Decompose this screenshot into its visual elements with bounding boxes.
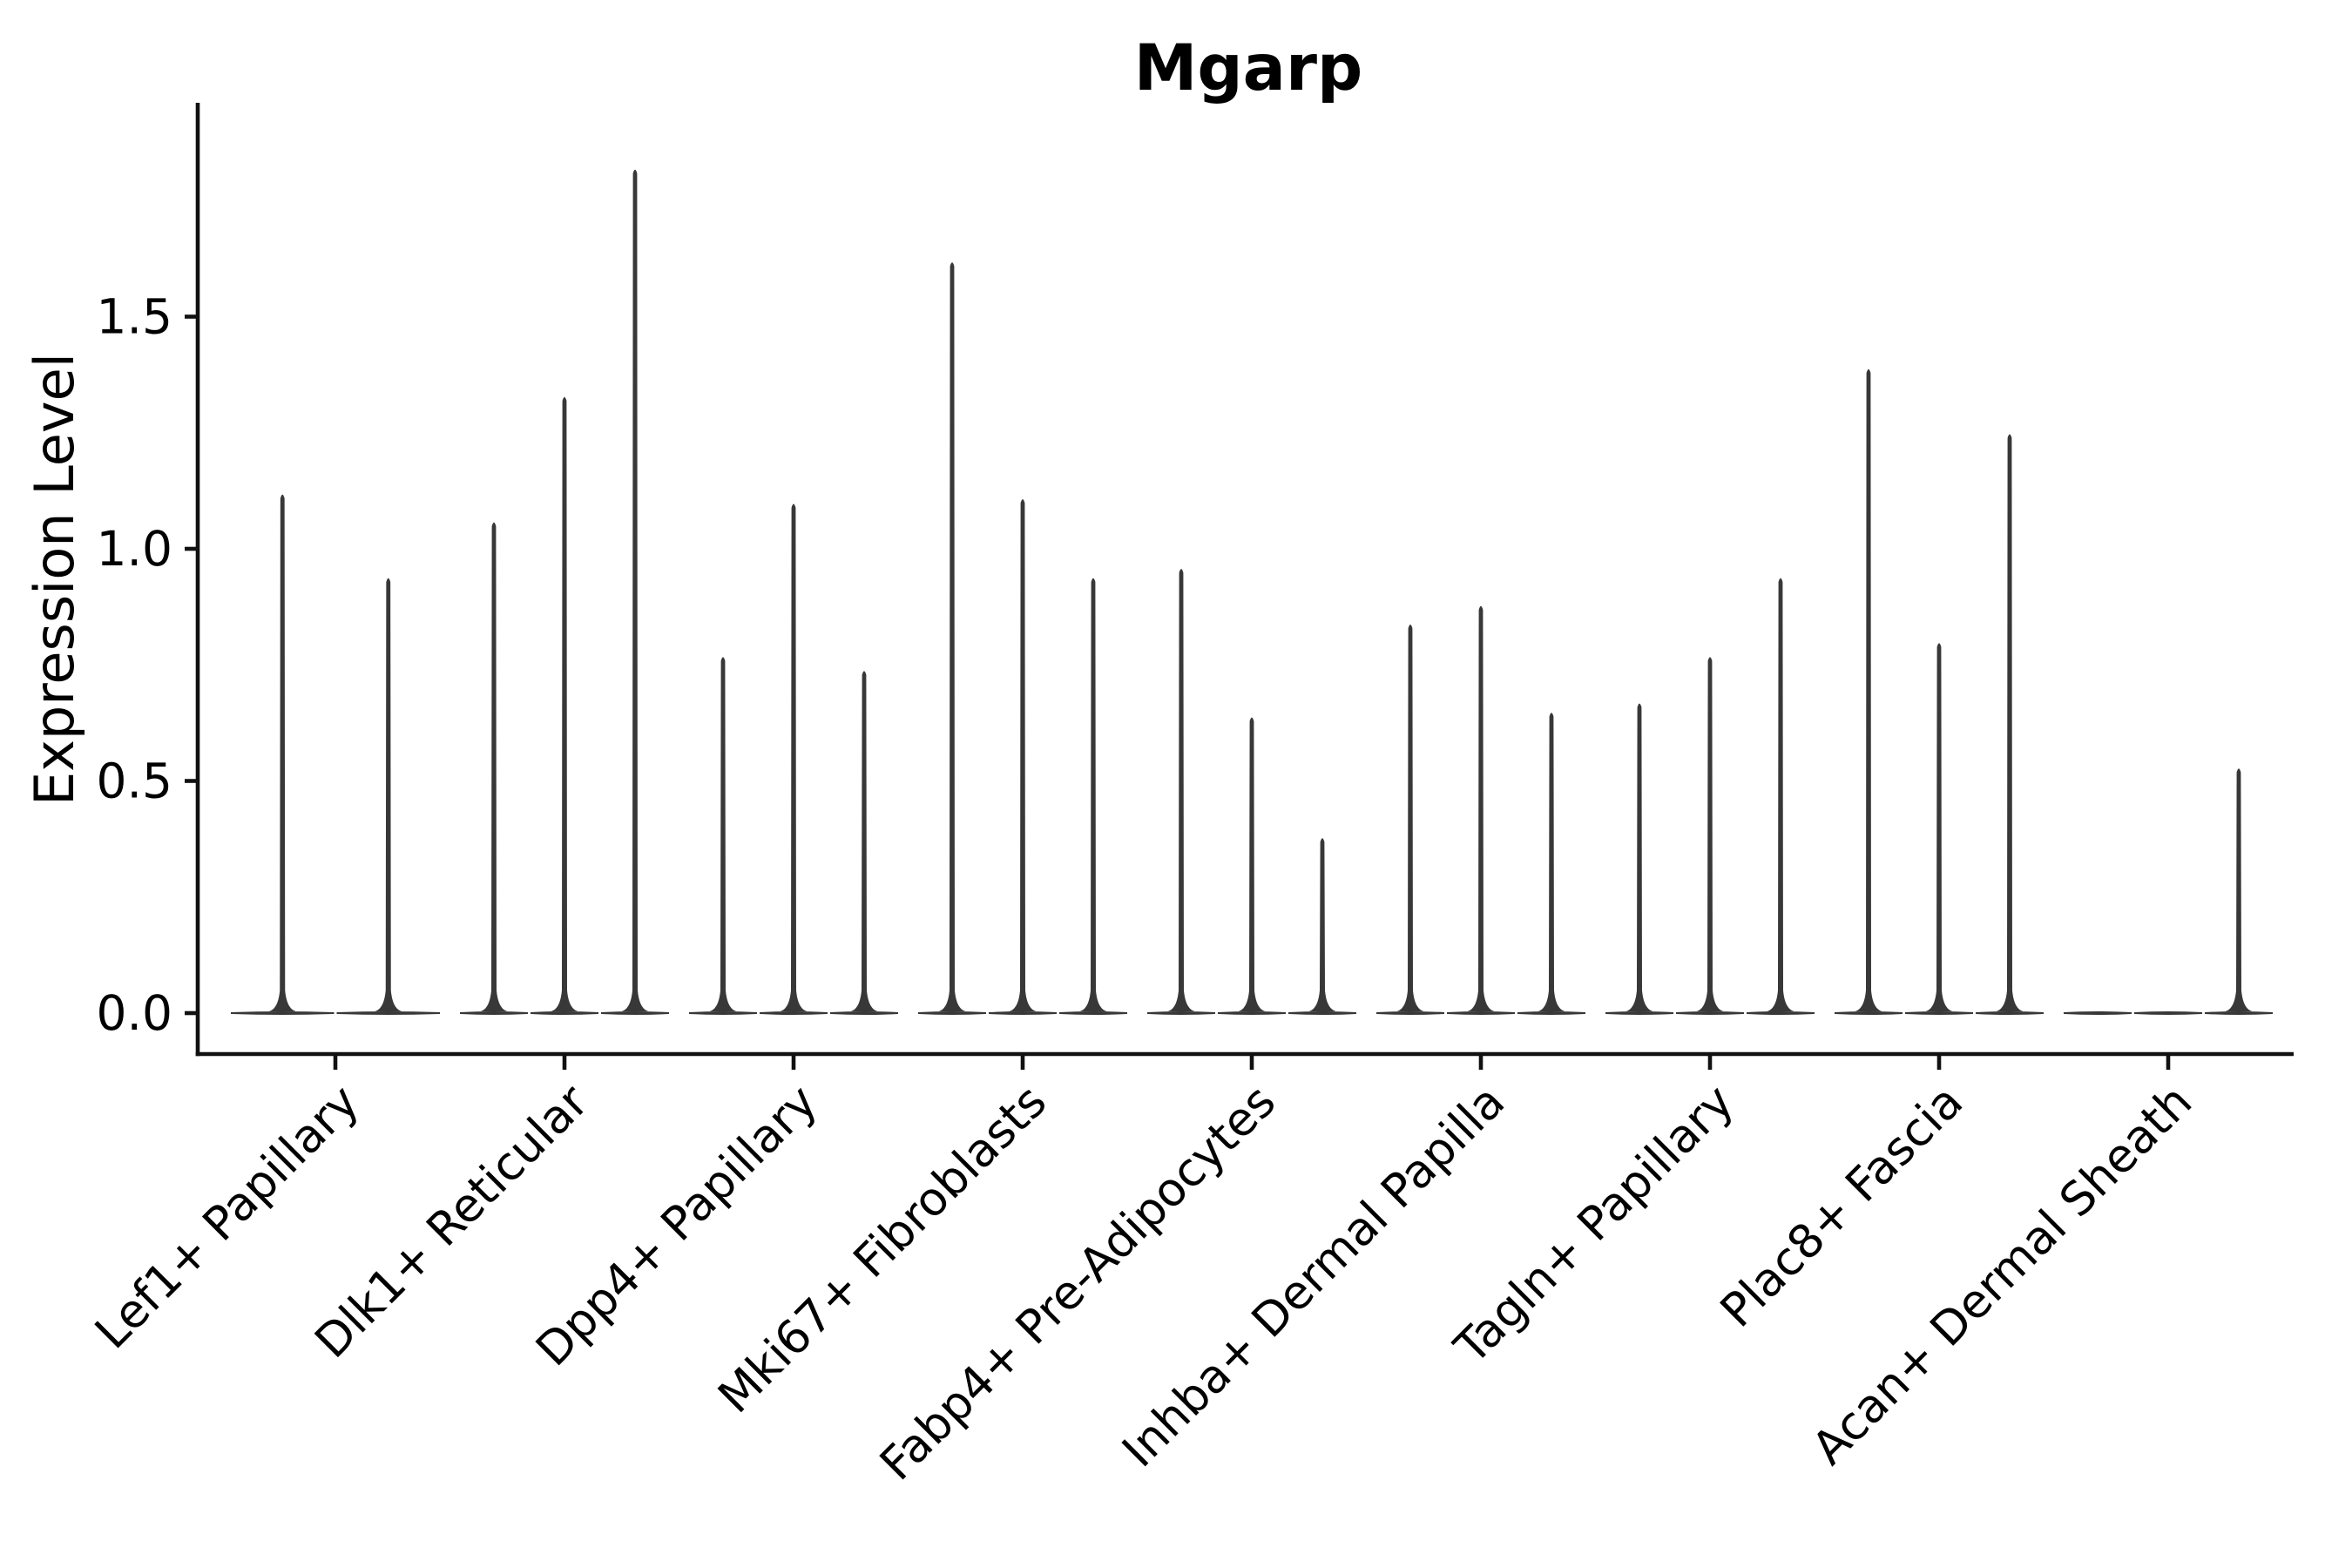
violin-base xyxy=(231,1010,335,1016)
violin-base xyxy=(460,1010,528,1016)
violin-base xyxy=(1447,1010,1515,1016)
violin-spike xyxy=(938,262,966,1011)
violin-base xyxy=(1376,1010,1444,1016)
violin-base xyxy=(1147,1010,1215,1016)
violin-spike xyxy=(1308,838,1336,1011)
violin-base xyxy=(2205,1010,2273,1016)
violin-spike xyxy=(850,671,878,1011)
violin-spike xyxy=(551,396,578,1011)
violin-spike xyxy=(480,522,508,1011)
plot-title: Mgarp xyxy=(1134,31,1362,105)
violin-spike xyxy=(621,169,649,1011)
x-tick-label: Inhba+ Dermal Papilla xyxy=(1112,1075,1515,1477)
violin-spike xyxy=(1396,625,1424,1011)
violin-base xyxy=(2064,1010,2132,1016)
x-tick-label: Plac8+ Fascia xyxy=(1711,1075,1973,1337)
violin-base xyxy=(1605,1010,1673,1016)
violin-spike xyxy=(1767,578,1794,1011)
violin-base xyxy=(2134,1010,2202,1016)
violin-base xyxy=(918,1010,986,1016)
x-tick-label: Fabp4+ Pre-Adipocytes xyxy=(870,1075,1286,1490)
violin-spike xyxy=(1625,703,1653,1011)
violin-spike xyxy=(1925,643,1953,1011)
violin-spike xyxy=(1009,499,1037,1011)
violin-base xyxy=(601,1010,669,1016)
violin-base xyxy=(1905,1010,1973,1016)
violin-base xyxy=(1218,1010,1286,1016)
violin-spike xyxy=(1467,605,1495,1011)
violin-spike xyxy=(1538,713,1565,1011)
y-tick-label: 1.5 xyxy=(97,289,172,345)
violin-spike xyxy=(1996,434,2024,1011)
violin-base xyxy=(830,1010,898,1016)
violin-base xyxy=(989,1010,1057,1016)
violin-base xyxy=(1288,1010,1356,1016)
y-tick-label: 0.5 xyxy=(97,754,172,809)
y-tick-label: 0.0 xyxy=(97,985,172,1041)
violin-base xyxy=(1976,1010,2044,1016)
x-tick-label: Acan+ Dermal Sheath xyxy=(1802,1075,2202,1475)
violin-spike xyxy=(1855,368,1882,1011)
violin-base xyxy=(760,1010,828,1016)
violin-base xyxy=(689,1010,757,1016)
violin-base xyxy=(1517,1010,1585,1016)
violin-base xyxy=(1059,1010,1127,1016)
violin-spike xyxy=(1167,569,1195,1011)
violin-spike xyxy=(268,494,296,1011)
violin-base xyxy=(1676,1010,1744,1016)
violin-base xyxy=(1835,1010,1903,1016)
violin-spike xyxy=(780,504,808,1011)
y-tick-label: 1.0 xyxy=(97,521,172,577)
violin-spike xyxy=(709,657,737,1011)
violin-base xyxy=(1747,1010,1815,1016)
y-axis-label: Expression Level xyxy=(23,353,86,806)
violin-spike xyxy=(2225,768,2253,1011)
violin-spike xyxy=(1696,657,1724,1011)
violin-spike xyxy=(1238,717,1266,1011)
violin-spike xyxy=(375,578,402,1011)
violin-spike xyxy=(1079,578,1107,1011)
violin-base xyxy=(336,1010,440,1016)
violin-base xyxy=(531,1010,598,1016)
